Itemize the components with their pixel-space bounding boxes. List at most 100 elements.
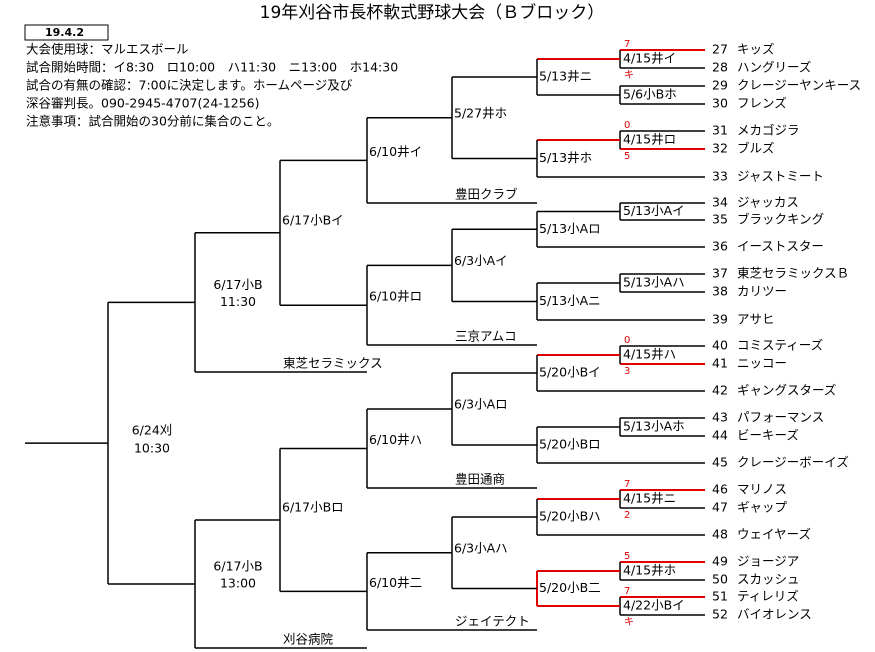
team-name: カリツー bbox=[737, 284, 787, 299]
team-name: クレージーヤンキース bbox=[737, 78, 861, 93]
team-number: 33 bbox=[712, 169, 728, 184]
team-number: 31 bbox=[712, 123, 728, 138]
seeded-team: 三京アムコ bbox=[455, 329, 517, 344]
seeded-team: 刈谷病院 bbox=[283, 632, 334, 647]
team-number: 35 bbox=[712, 212, 728, 227]
team-number: 46 bbox=[712, 482, 728, 497]
match-label: 6/17小B bbox=[213, 277, 262, 292]
match-label: 4/15井ロ bbox=[623, 132, 676, 147]
team-name: ブラックキング bbox=[737, 212, 824, 227]
team-name: ジョージア bbox=[737, 554, 799, 569]
team-name: ティレリズ bbox=[737, 589, 799, 604]
team-number: 34 bbox=[712, 195, 728, 210]
team-name: キッズ bbox=[737, 42, 775, 57]
date: 19.4.2 bbox=[45, 26, 84, 39]
score: 0 bbox=[624, 335, 630, 346]
team-name: ジャッカス bbox=[737, 195, 799, 210]
team-name: イーストスター bbox=[737, 239, 824, 254]
match-label: 6/3小Aロ bbox=[454, 397, 508, 412]
team-number: 50 bbox=[712, 572, 728, 587]
team-name: ニッコー bbox=[737, 356, 787, 371]
note: 大会使用球：マルエスボール bbox=[26, 42, 189, 57]
match-label: 5/13小Aニ bbox=[539, 293, 601, 308]
seeded-team: 東芝セラミックス bbox=[283, 356, 383, 371]
match-label: 5/20小Bロ bbox=[539, 437, 601, 452]
match-label: 5/20小B二 bbox=[539, 580, 601, 595]
team-name: スカッシュ bbox=[737, 572, 800, 587]
note: 試合開始時間：イ8:30 ロ10:00 ハ11:30 ニ13:00 ホ14:30 bbox=[26, 60, 398, 75]
match-label: 6/17小Bロ bbox=[282, 499, 344, 514]
team-number: 41 bbox=[712, 356, 728, 371]
match-label: 6/10井二 bbox=[369, 575, 422, 590]
team-number: 49 bbox=[712, 554, 728, 569]
score: 7 bbox=[624, 479, 630, 490]
match-time: 11:30 bbox=[220, 294, 256, 309]
match-label: 6/10井ロ bbox=[369, 289, 422, 304]
title: 19年刈谷市長杯軟式野球大会（Ｂブロック） bbox=[260, 2, 605, 23]
team-number: 52 bbox=[712, 607, 728, 622]
score: 2 bbox=[624, 510, 630, 521]
score: キ bbox=[624, 617, 634, 628]
team-name: マリノス bbox=[737, 482, 787, 497]
match-label: 4/15井ハ bbox=[623, 347, 676, 362]
match-label: 6/17小B bbox=[213, 558, 262, 573]
team-number: 37 bbox=[712, 266, 728, 281]
team-name: ギャップ bbox=[737, 500, 788, 515]
score: 5 bbox=[624, 551, 630, 562]
match-time: 13:00 bbox=[220, 575, 256, 590]
team-name: フレンズ bbox=[737, 96, 787, 111]
team-number: 45 bbox=[712, 455, 728, 470]
team-number: 51 bbox=[712, 589, 728, 604]
final-time: 10:30 bbox=[134, 441, 170, 456]
score: 7 bbox=[624, 39, 630, 50]
match-label: 5/13井ホ bbox=[539, 150, 592, 165]
match-label: 5/13小Aイ bbox=[623, 203, 685, 218]
team-number: 39 bbox=[712, 312, 728, 327]
score: 5 bbox=[624, 151, 630, 162]
final-label: 6/24刈 bbox=[132, 423, 173, 438]
team-number: 36 bbox=[712, 239, 728, 254]
team-name: ハングリーズ bbox=[737, 60, 811, 75]
match-label: 6/17小Bイ bbox=[282, 212, 344, 227]
team-name: アサヒ bbox=[737, 312, 775, 327]
team-number: 43 bbox=[712, 410, 728, 425]
match-label: 6/10井イ bbox=[369, 144, 422, 159]
team-name: ギャングスターズ bbox=[737, 383, 836, 398]
note: 注意事項：試合開始の30分前に集合のこと。 bbox=[26, 114, 279, 129]
team-name: 東芝セラミックスＢ bbox=[737, 266, 849, 281]
note: 深谷審判長。090-2945-4707(24-1256) bbox=[26, 96, 259, 111]
team-number: 47 bbox=[712, 500, 728, 515]
score: キ bbox=[624, 70, 634, 81]
team-name: ブルズ bbox=[737, 141, 775, 156]
team-number: 27 bbox=[712, 42, 728, 57]
match-label: 5/13小Aホ bbox=[623, 419, 685, 434]
team-name: パフォーマンス bbox=[737, 410, 824, 425]
match-label: 6/3小Aハ bbox=[454, 540, 508, 555]
match-label: 5/13小Aロ bbox=[539, 221, 601, 236]
team-name: コミスティーズ bbox=[737, 338, 823, 353]
team-name: メカゴジラ bbox=[737, 123, 800, 138]
team-name: ウェイヤーズ bbox=[737, 527, 811, 542]
score: 0 bbox=[624, 120, 630, 131]
team-number: 38 bbox=[712, 284, 728, 299]
team-name: ビーキーズ bbox=[737, 428, 799, 443]
match-label: 4/15井ニ bbox=[623, 491, 676, 506]
seeded-team: ジェイテクト bbox=[455, 614, 530, 629]
score: 3 bbox=[624, 366, 630, 377]
date-box bbox=[24, 24, 109, 41]
team-number: 48 bbox=[712, 527, 728, 542]
team-number: 30 bbox=[712, 96, 728, 111]
team-number: 44 bbox=[712, 428, 728, 443]
team-name: バイオレンス bbox=[737, 607, 812, 622]
match-label: 4/22小Bイ bbox=[623, 598, 685, 613]
match-label: 5/6小Bホ bbox=[623, 87, 677, 102]
match-label: 4/15井ホ bbox=[623, 563, 676, 578]
team-number: 29 bbox=[712, 78, 728, 93]
match-label: 5/13小Aハ bbox=[623, 275, 685, 290]
team-name: クレージーボーイズ bbox=[737, 455, 849, 470]
match-label: 5/20小Bハ bbox=[539, 509, 601, 524]
match-label: 5/27井ホ bbox=[454, 105, 507, 120]
seeded-team: 豊田通商 bbox=[455, 472, 505, 487]
